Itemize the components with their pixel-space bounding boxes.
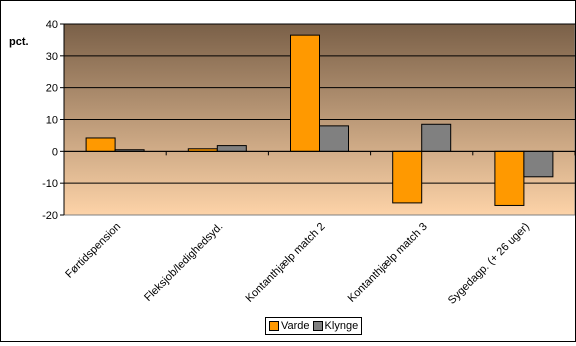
legend-label-varde: Varde: [281, 320, 310, 332]
x-tick-label: Kontanthjælp match 3: [346, 221, 430, 305]
x-tick-label: Førtidspension: [63, 221, 123, 281]
bars: [85, 34, 554, 206]
y-tick-label: -20: [42, 210, 58, 222]
bar-varde-2: [290, 34, 320, 152]
y-tick-label: 40: [46, 19, 58, 31]
bar-varde-0: [85, 137, 116, 152]
legend-label-klynge: Klynge: [324, 320, 359, 332]
y-tick-label: 30: [46, 51, 58, 63]
bar-klynge-4: [523, 150, 554, 178]
legend-swatch-klynge: [312, 321, 323, 331]
y-tick-label: 0: [52, 146, 58, 158]
chart-svg: -20 -10 0 10 20 30 40 Førtidspension Fleksjob/le…: [9, 19, 576, 307]
x-tick-label: Sygedagp. (+ 26 uger): [446, 221, 532, 307]
y-axis-label: pct.: [9, 36, 29, 48]
bar-klynge-2: [319, 125, 349, 152]
y-tick-label: 10: [46, 115, 58, 127]
bar-klynge-3: [421, 123, 452, 152]
legend-item-klynge: Klynge: [312, 320, 359, 332]
axes: [60, 23, 576, 216]
x-tick-label: Fleksjob/ledighedsyd.: [142, 221, 225, 304]
y-tick-label: -10: [42, 178, 58, 190]
y-tick-label: 20: [46, 83, 58, 95]
legend-swatch-varde: [269, 321, 279, 331]
legend: Varde Klynge: [265, 317, 363, 335]
bar-varde-3: [392, 150, 423, 204]
bar-klynge-1: [216, 145, 247, 152]
legend-item-varde: Varde: [269, 320, 310, 332]
bar-varde-4: [494, 150, 525, 206]
x-tick-label: Kontanthjælp match 2: [243, 221, 327, 305]
